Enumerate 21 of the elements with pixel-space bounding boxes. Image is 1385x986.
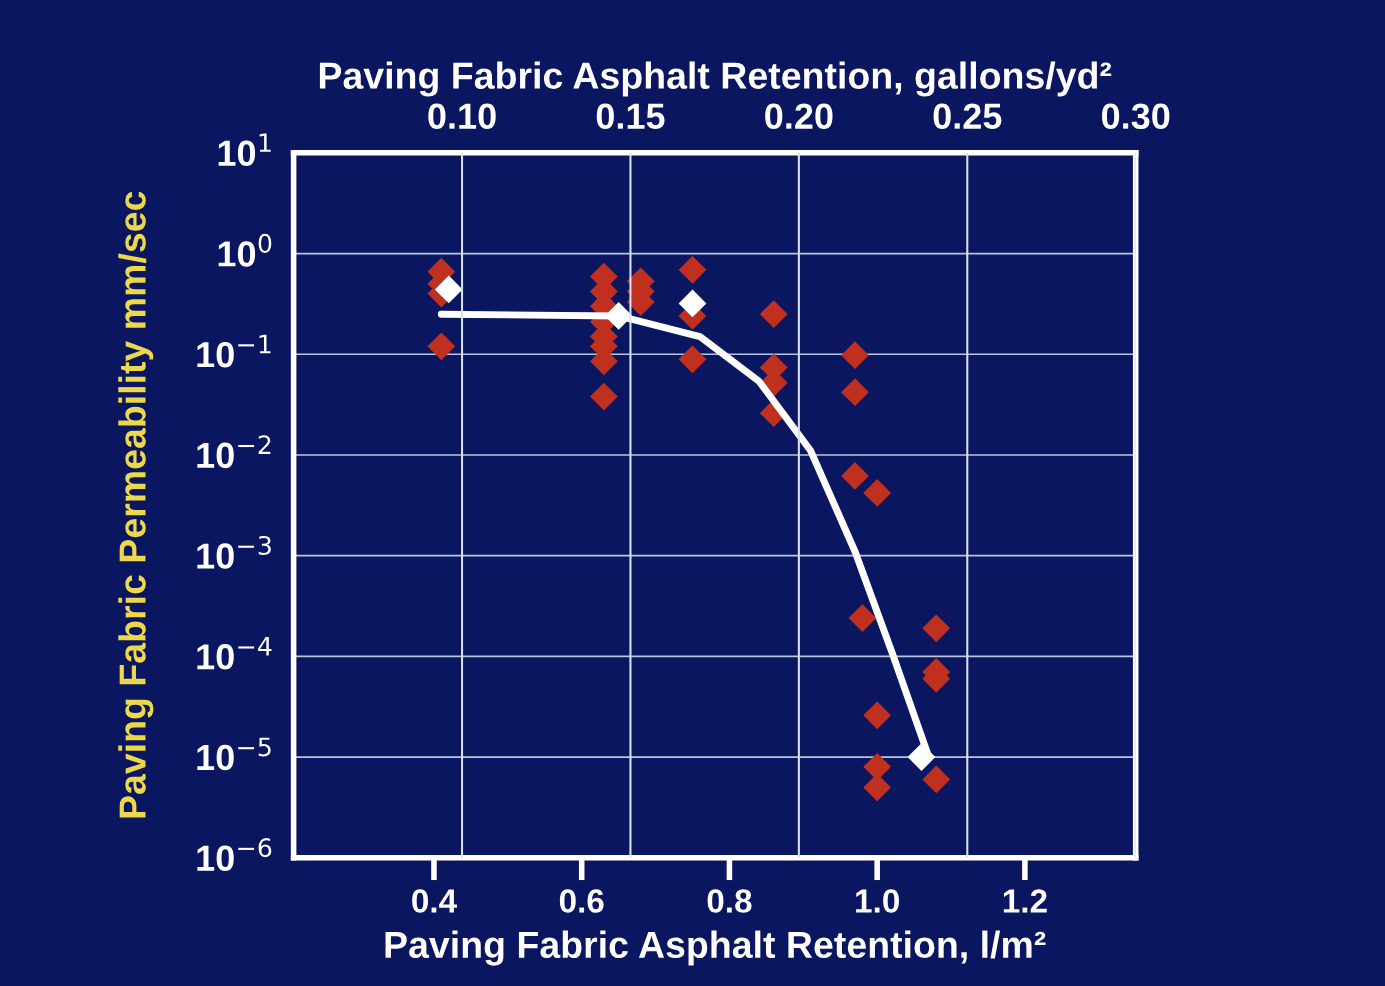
y-axis-title: Paving Fabric Permeability mm/sec — [118, 191, 154, 818]
y-tick-label: 10$^{−4}$ — [197, 636, 272, 670]
x2-axis-title: Paving Fabric Asphalt Retention, gallons/yd² — [319, 61, 1112, 97]
x-tick-label: 0.4 — [412, 889, 457, 913]
x-tick-label: 1.0 — [856, 889, 899, 913]
x-tick-label: 1.2 — [1003, 889, 1047, 913]
y-tick-label: 10$^{0}$ — [218, 233, 272, 267]
x2-tick-label: 0.15 — [596, 103, 665, 130]
y-tick-label: 10$^{−3}$ — [197, 535, 271, 569]
x2-tick-label: 0.30 — [1101, 103, 1170, 130]
y-tick-label: 10$^{−5}$ — [197, 737, 271, 771]
y-tick-label: 10$^{−6}$ — [197, 838, 272, 871]
x2-tick-label: 0.10 — [428, 103, 496, 130]
y-tick-label: 10$^{−2}$ — [197, 435, 271, 469]
x-tick-label: 0.8 — [707, 889, 752, 913]
x-axis-title: Paving Fabric Asphalt Retention, l/m² — [385, 930, 1046, 966]
y-tick-label: 10$^{1}$ — [218, 133, 271, 167]
x2-tick-label: 0.20 — [765, 103, 833, 130]
x2-tick-label: 0.25 — [933, 103, 1002, 130]
y-tick-label: 10$^{−1}$ — [197, 334, 271, 368]
x-tick-label: 0.6 — [559, 889, 604, 913]
